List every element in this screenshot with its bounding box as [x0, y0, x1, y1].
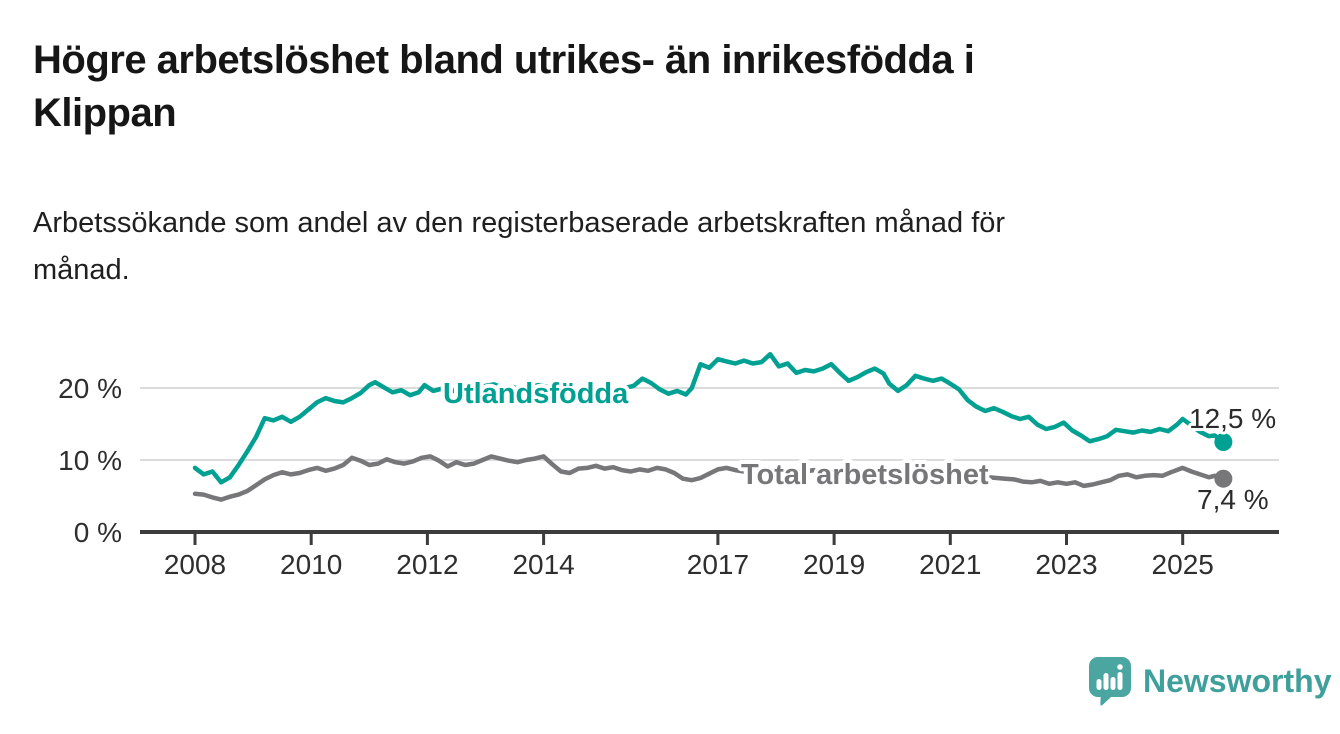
series-label-utlandsfodda: Utlandsfödda	[443, 378, 629, 410]
chart-subtitle-line-1: Arbetssökande som andel av den registerb…	[33, 207, 1006, 239]
x-axis-label-2014: 2014	[512, 549, 574, 580]
end-value-label-total: 7,4 %	[1197, 484, 1269, 515]
exclamation-bar	[1117, 672, 1123, 690]
x-axis-label-2017: 2017	[687, 549, 749, 580]
x-axis-label-2019: 2019	[803, 549, 865, 580]
chart-subtitle: Arbetssökande som andel av den registerb…	[33, 200, 1273, 294]
page-title-line-2: Klippan	[33, 91, 177, 135]
page-title: Högre arbetslöshet bland utrikes- än inr…	[33, 34, 1273, 140]
series-line-total	[192, 454, 1226, 502]
series-line-utlandsfodda	[192, 351, 1226, 485]
speech-bubble-shape	[1089, 657, 1131, 706]
bar-2	[1103, 673, 1109, 690]
y-axis-label-10: 10 %	[58, 445, 122, 476]
series-label-total: Total arbetslöshet	[741, 459, 989, 491]
page-title-line-1: Högre arbetslöshet bland utrikes- än inr…	[33, 38, 975, 82]
x-axis-label-2021: 2021	[919, 549, 981, 580]
newsworthy-logo-text: Newsworthy	[1143, 662, 1332, 699]
newsworthy-logo-icon	[1089, 657, 1131, 706]
x-axis-label-2023: 2023	[1035, 549, 1097, 580]
series-end-dot-total	[1214, 469, 1233, 488]
y-axis-label-0: 0 %	[74, 517, 122, 548]
x-axis-label-2008: 2008	[164, 549, 226, 580]
exclamation-dot	[1117, 664, 1123, 670]
series-end-dot-utlandsfodda	[1214, 433, 1233, 451]
x-axis-label-2012: 2012	[396, 549, 458, 580]
newsworthy-logo: Newsworthy	[1087, 656, 1331, 706]
chart-subtitle-line-2: månad.	[33, 254, 130, 286]
bar-1	[1096, 679, 1102, 690]
bar-3	[1110, 677, 1116, 690]
x-axis-label-2025: 2025	[1152, 549, 1214, 580]
y-axis-label-20: 20 %	[58, 373, 122, 404]
x-axis-label-2010: 2010	[280, 549, 342, 580]
end-value-label-utlandsfodda: 12,5 %	[1189, 403, 1276, 434]
